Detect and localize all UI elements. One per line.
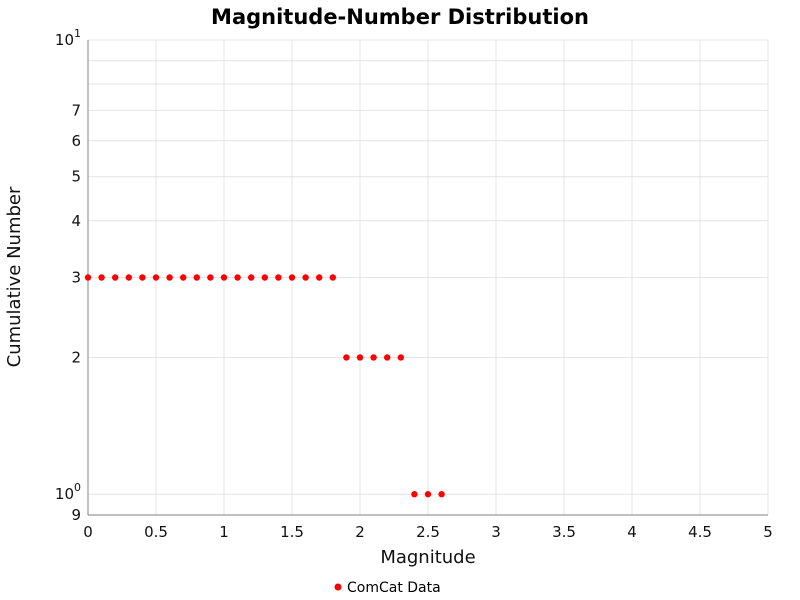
data-point <box>166 274 173 281</box>
data-point <box>397 354 404 361</box>
data-point <box>288 274 296 281</box>
legend[interactable]: ComCat Data <box>334 580 441 596</box>
y-axis-tick-label: 6 <box>71 132 81 150</box>
data-point <box>411 491 418 498</box>
x-axis-tick-label: 5 <box>763 523 773 541</box>
x-axis-tick-label: 1 <box>219 523 229 541</box>
data-point <box>193 274 200 281</box>
data-point <box>424 491 432 498</box>
legend-marker-icon <box>334 583 342 591</box>
x-axis-tick-label: 4 <box>627 523 637 541</box>
y-axis-tick-label: 5 <box>71 168 81 186</box>
data-point <box>384 354 391 361</box>
y-axis-tick-label: 3 <box>71 269 81 287</box>
data-point <box>438 491 445 498</box>
x-axis-tick-label: 1.5 <box>280 523 304 541</box>
x-axis-label: Magnitude <box>380 547 475 568</box>
y-axis-tick-label: 101 <box>55 27 81 49</box>
data-point <box>180 274 187 281</box>
data-point <box>207 274 214 281</box>
data-point <box>234 274 241 281</box>
y-axis-tick-label: 4 <box>71 212 81 230</box>
y-axis-tick-label: 7 <box>71 101 81 119</box>
x-axis-tick-label: 2.5 <box>416 523 440 541</box>
data-point <box>329 274 336 281</box>
data-points-layer <box>84 274 445 498</box>
data-point <box>248 274 255 281</box>
data-point <box>302 274 309 281</box>
data-point <box>316 274 323 281</box>
data-point <box>356 354 364 361</box>
data-point <box>112 274 119 281</box>
y-axis-label: Cumulative Number <box>4 186 25 367</box>
chart-title: Magnitude-Number Distribution <box>211 5 589 29</box>
data-point <box>98 274 105 281</box>
tick-layer: 0 0.5 1 1.5 2 2.5 3 3.5 4 4.5 5 101 7 6 5 4 3 2 100 9 <box>55 27 773 541</box>
data-point <box>343 354 350 361</box>
data-point <box>275 274 282 281</box>
data-point <box>261 274 268 281</box>
x-axis-tick-label: 3.5 <box>552 523 576 541</box>
x-axis-tick-label: 3 <box>491 523 501 541</box>
x-axis-tick-label: 0.5 <box>144 523 168 541</box>
y-axis-tick-label: 9 <box>71 506 81 524</box>
x-axis-tick-label: 4.5 <box>688 523 712 541</box>
x-axis-tick-label: 0 <box>83 523 93 541</box>
y-axis-tick-label: 2 <box>71 348 81 366</box>
y-axis-tick-label: 100 <box>55 481 81 503</box>
data-point <box>125 274 132 281</box>
data-point <box>152 274 160 281</box>
grid-layer <box>87 39 769 516</box>
data-point <box>139 274 146 281</box>
data-point <box>84 274 92 281</box>
x-axis-tick-label: 2 <box>355 523 365 541</box>
legend-label: ComCat Data <box>347 580 441 596</box>
data-point <box>220 274 228 281</box>
data-point <box>370 354 377 361</box>
